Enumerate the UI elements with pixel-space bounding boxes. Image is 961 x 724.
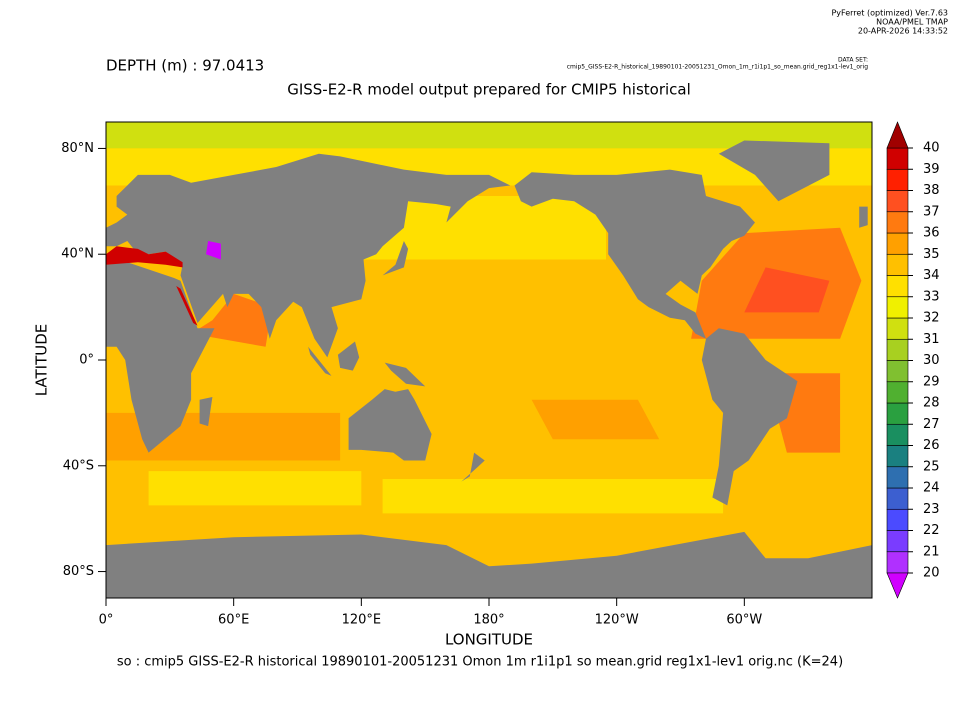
organization-label: NOAA/PMEL TMAP [876, 18, 948, 27]
land [106, 153, 511, 358]
caspian-sea [206, 241, 221, 260]
y-tick-label: 40°N [61, 247, 94, 262]
colorbar-box [886, 551, 909, 574]
colorbar-box [886, 402, 909, 425]
colorbar-label: 23 [923, 502, 940, 517]
colorbar-label: 32 [923, 311, 940, 326]
depth-label: DEPTH (m) : 97.0413 [106, 57, 264, 75]
colorbar-box [886, 445, 909, 468]
colorbar-label: 33 [923, 289, 940, 304]
colorbar-label: 20 [923, 566, 940, 581]
colorbar-label: 38 [923, 183, 940, 198]
land [718, 140, 830, 202]
dataset-label: DATA SET: [838, 57, 868, 64]
southern-band [382, 479, 724, 514]
x-tick-label: 180° [473, 613, 504, 628]
x-tick-label: 0° [99, 613, 114, 628]
colorbar-label: 30 [923, 353, 940, 368]
colorbar-label: 29 [923, 374, 940, 389]
colorbar-label: 27 [923, 417, 940, 432]
x-tick-label: 60°W [726, 613, 762, 628]
arctic-water [106, 122, 872, 149]
software-label: PyFerret (optimized) Ver.7.63 [831, 9, 948, 18]
colorbar-label: 24 [923, 481, 940, 496]
colorbar-box [886, 360, 909, 383]
colorbar-label: 28 [923, 396, 940, 411]
land [308, 346, 332, 376]
colorbar-label: 36 [923, 226, 940, 241]
dataset-name: cmip5_GISS-E2-R_historical_19890101-2005… [567, 64, 869, 71]
x-axis-label: LONGITUDE [445, 631, 533, 649]
x-tick-label: 120°E [342, 613, 382, 628]
colorbar-label: 39 [923, 162, 940, 177]
colorbar-box [886, 190, 909, 213]
colorbar-box [886, 338, 909, 361]
land [199, 397, 213, 427]
y-tick-label: 40°S [63, 458, 94, 473]
land [701, 328, 798, 506]
colorbar-under [886, 572, 909, 599]
timestamp-label: 20-APR-2026 14:33:52 [858, 27, 948, 36]
colorbar-box [886, 168, 909, 191]
colorbar-box [886, 530, 909, 553]
colorbar-label: 21 [923, 544, 940, 559]
land [348, 389, 432, 461]
land [337, 341, 360, 371]
land [384, 362, 426, 387]
colorbar-box [886, 317, 909, 340]
colorbar-box [886, 147, 909, 170]
north-pacific [361, 196, 606, 260]
y-axis-label: LATITUDE [33, 324, 51, 397]
land [461, 452, 485, 482]
y-tick-label: 0° [79, 353, 94, 368]
chart-title: GISS-E2-R model output prepared for CMIP… [287, 81, 691, 99]
red-sea [176, 286, 198, 326]
colorbar-box [886, 487, 909, 510]
colorbar-over [886, 121, 909, 149]
colorbar-box [886, 466, 909, 489]
colorbar-label: 35 [923, 247, 940, 262]
x-tick-label: 60°E [218, 613, 249, 628]
atlantic-core [744, 267, 830, 313]
footer: so : cmip5 GISS-E2-R historical 19890101… [117, 655, 843, 670]
colorbar-box [886, 253, 909, 276]
y-tick-label: 80°N [61, 141, 94, 156]
colorbar-label: 40 [923, 141, 940, 156]
southern-band [148, 471, 362, 506]
colorbar-label: 26 [923, 438, 940, 453]
map-area [106, 122, 872, 598]
colorbar-box [886, 211, 909, 234]
colorbar-label: 25 [923, 459, 940, 474]
colorbar-box [886, 381, 909, 404]
colorbar-label: 22 [923, 523, 940, 538]
colorbar-label: 31 [923, 332, 940, 347]
colorbar-box [886, 296, 909, 319]
land [514, 169, 755, 339]
colorbar-box [886, 423, 909, 446]
south-pacific [531, 399, 660, 440]
x-tick-label: 120°W [595, 613, 639, 628]
colorbar-box [886, 508, 909, 531]
land [382, 241, 409, 276]
colorbar-box [886, 232, 909, 255]
land [859, 206, 868, 228]
colorbar-label: 34 [923, 268, 940, 283]
mediterranean [106, 246, 183, 268]
colorbar-label: 37 [923, 204, 940, 219]
land [106, 531, 872, 598]
y-tick-label: 80°S [63, 564, 94, 579]
colorbar-box [886, 275, 909, 298]
